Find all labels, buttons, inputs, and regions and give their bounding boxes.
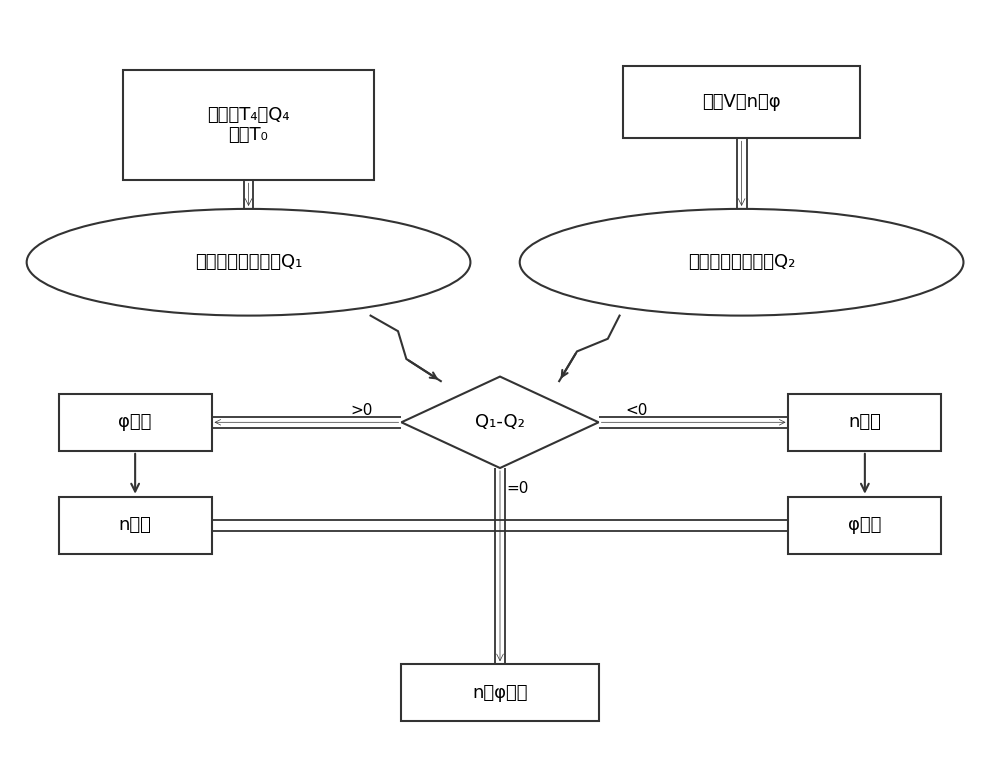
FancyBboxPatch shape — [59, 393, 212, 451]
Text: n、φ固定: n、φ固定 — [472, 684, 528, 702]
Ellipse shape — [520, 209, 963, 316]
Text: n减小: n减小 — [848, 414, 881, 431]
FancyBboxPatch shape — [788, 497, 941, 554]
Text: Q₁-Q₂: Q₁-Q₂ — [475, 414, 525, 431]
Polygon shape — [401, 376, 599, 468]
Text: =0: =0 — [507, 481, 529, 496]
FancyBboxPatch shape — [788, 393, 941, 451]
FancyBboxPatch shape — [123, 70, 374, 180]
Text: n增大: n增大 — [119, 516, 152, 534]
Text: φ减小: φ减小 — [848, 516, 882, 534]
Text: 所需冷却气流流量Q₁: 所需冷却气流流量Q₁ — [195, 253, 302, 272]
Text: φ增大: φ增大 — [118, 414, 152, 431]
Ellipse shape — [27, 209, 470, 316]
Text: >0: >0 — [351, 404, 373, 418]
FancyBboxPatch shape — [59, 497, 212, 554]
Text: 当前V、n、φ: 当前V、n、φ — [702, 93, 781, 111]
Text: 冷却水T₄、Q₄
环境T₀: 冷却水T₄、Q₄ 环境T₀ — [207, 106, 290, 144]
Text: 实际冷却气流流量Q₂: 实际冷却气流流量Q₂ — [688, 253, 795, 272]
FancyBboxPatch shape — [401, 664, 599, 722]
Text: <0: <0 — [625, 404, 647, 418]
FancyBboxPatch shape — [623, 66, 860, 138]
